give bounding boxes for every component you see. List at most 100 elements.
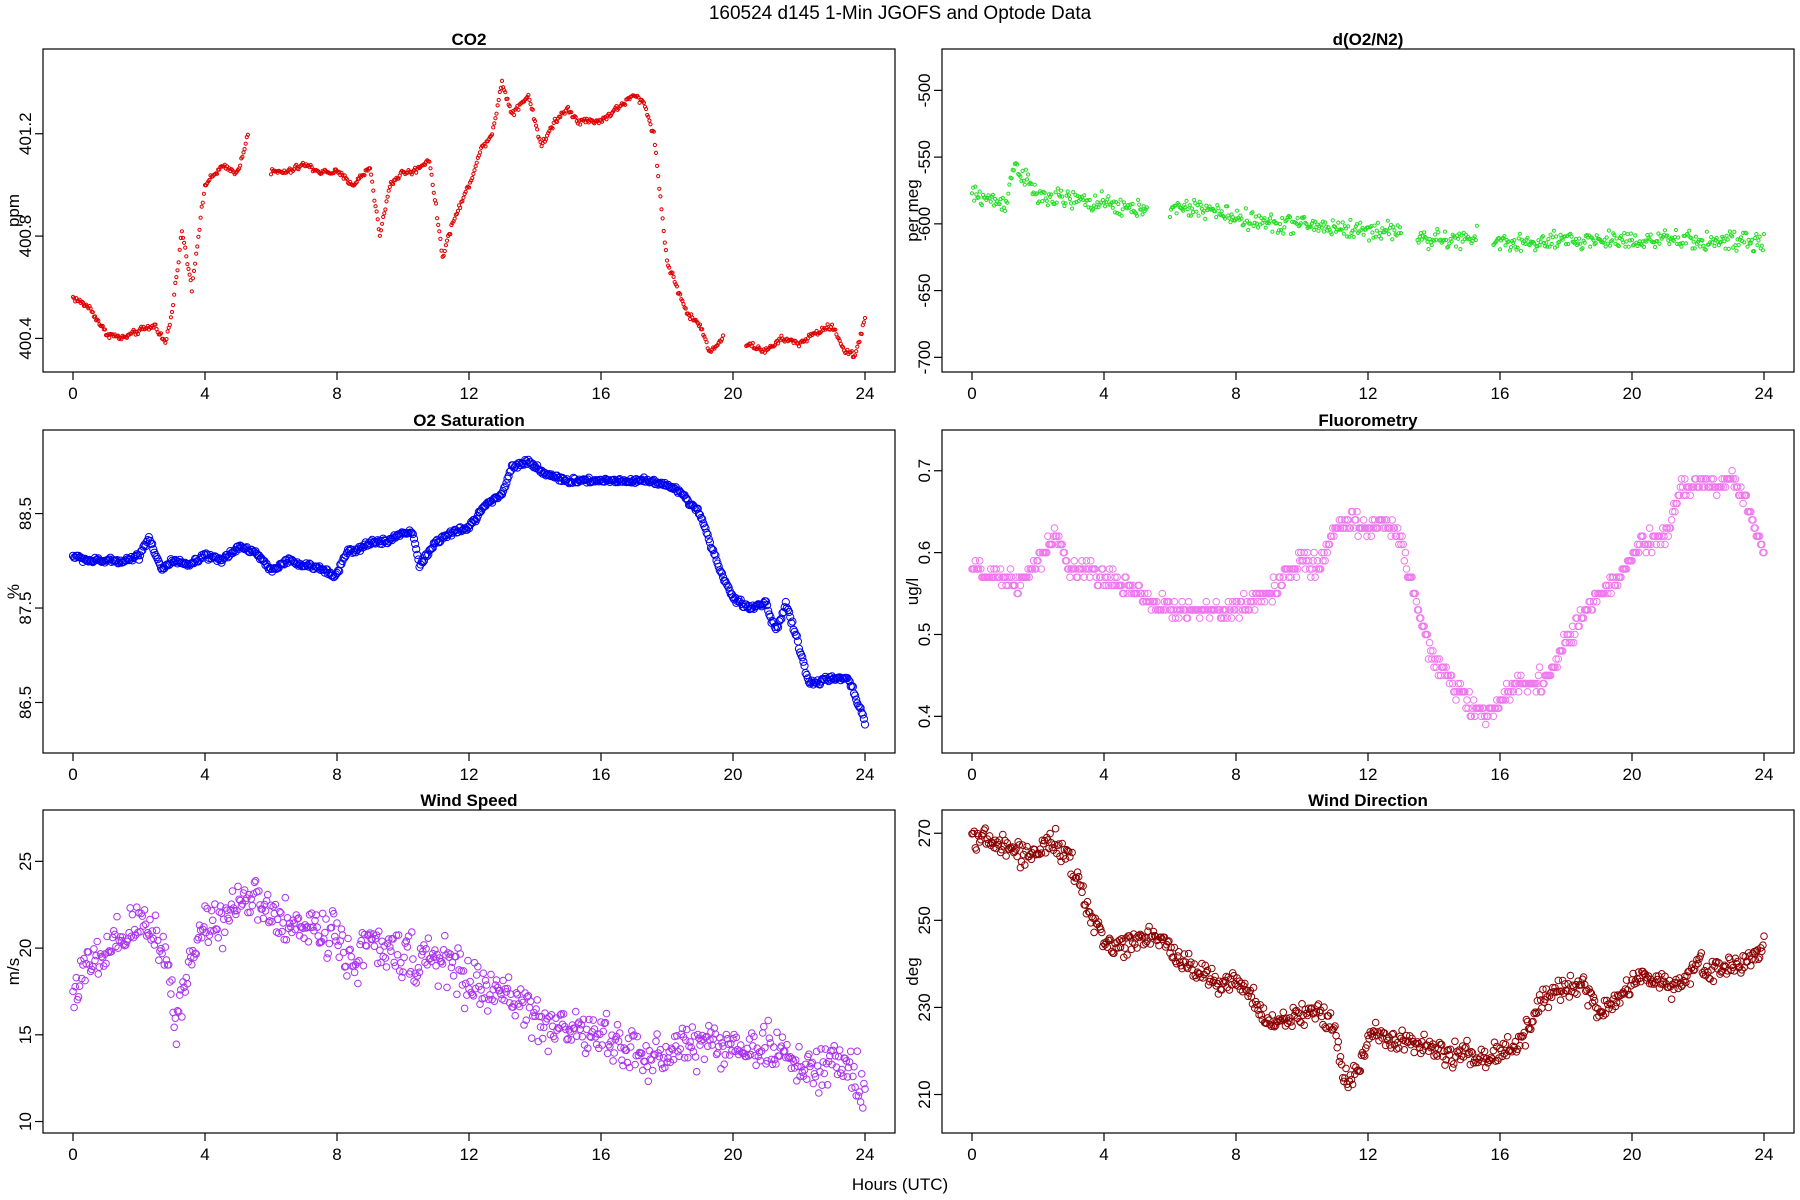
data-point bbox=[746, 1050, 755, 1059]
data-point bbox=[1627, 238, 1632, 243]
data-point bbox=[544, 1047, 553, 1056]
data-point bbox=[152, 926, 161, 935]
data-point bbox=[1259, 1004, 1268, 1012]
data-point bbox=[136, 551, 145, 560]
data-point bbox=[172, 292, 177, 297]
data-point bbox=[676, 1045, 685, 1053]
data-point bbox=[764, 606, 773, 615]
data-point bbox=[446, 527, 455, 536]
data-point bbox=[1751, 524, 1759, 532]
data-point bbox=[1591, 1003, 1600, 1012]
data-point bbox=[1527, 1025, 1535, 1034]
data-point bbox=[1467, 1048, 1476, 1056]
data-point bbox=[1523, 241, 1528, 246]
data-point bbox=[1323, 548, 1332, 557]
data-point bbox=[377, 233, 382, 238]
data-point bbox=[1728, 466, 1736, 475]
data-point bbox=[150, 941, 159, 949]
data-point bbox=[1398, 1026, 1406, 1035]
data-point bbox=[805, 336, 810, 341]
data-point bbox=[370, 179, 375, 184]
data-point bbox=[1566, 241, 1571, 247]
data-point bbox=[1237, 597, 1246, 606]
data-point bbox=[430, 182, 435, 187]
data-point bbox=[1594, 233, 1599, 238]
data-point bbox=[1456, 236, 1461, 241]
data-point bbox=[1622, 231, 1627, 236]
data-point bbox=[558, 114, 563, 120]
data-point bbox=[1111, 573, 1119, 582]
data-point bbox=[1322, 540, 1330, 549]
data-point bbox=[1742, 240, 1747, 245]
data-point bbox=[1348, 1080, 1357, 1089]
data-point bbox=[1196, 213, 1201, 218]
data-point bbox=[1122, 573, 1130, 582]
data-point bbox=[1320, 219, 1326, 224]
data-point bbox=[1690, 246, 1695, 251]
data-point bbox=[392, 931, 401, 940]
data-point bbox=[1665, 233, 1670, 238]
data-point bbox=[820, 1069, 829, 1078]
data-point bbox=[1081, 197, 1086, 202]
data-point bbox=[100, 962, 108, 970]
data-point bbox=[1646, 540, 1655, 549]
data-point bbox=[1208, 964, 1216, 973]
data-point bbox=[1692, 246, 1697, 251]
data-point bbox=[1007, 573, 1016, 582]
data-point bbox=[1053, 190, 1058, 195]
data-point bbox=[1125, 932, 1134, 940]
data-point bbox=[1687, 228, 1692, 233]
data-point bbox=[1502, 1051, 1511, 1060]
data-point bbox=[1612, 573, 1621, 582]
data-point bbox=[1428, 655, 1436, 663]
data-point bbox=[1520, 1028, 1528, 1037]
data-point bbox=[1513, 671, 1522, 680]
data-point bbox=[354, 979, 362, 988]
data-point bbox=[178, 1013, 186, 1021]
data-point bbox=[373, 204, 378, 209]
data-point bbox=[1042, 190, 1047, 195]
data-point bbox=[1440, 1047, 1448, 1056]
data-point bbox=[193, 261, 198, 266]
data-point bbox=[1497, 247, 1503, 252]
data-point bbox=[721, 333, 726, 338]
data-point bbox=[1312, 227, 1317, 232]
data-point bbox=[823, 1081, 832, 1089]
data-point bbox=[1074, 872, 1083, 881]
data-point bbox=[578, 1032, 587, 1041]
data-point bbox=[273, 915, 282, 924]
data-point bbox=[1286, 1014, 1294, 1022]
data-point bbox=[1388, 1030, 1396, 1039]
data-point bbox=[1556, 996, 1565, 1005]
data-point bbox=[533, 996, 542, 1004]
data-point bbox=[334, 941, 342, 950]
data-point bbox=[499, 78, 505, 84]
data-point bbox=[717, 569, 727, 578]
data-point bbox=[1566, 971, 1575, 980]
data-point bbox=[164, 337, 169, 342]
data-point bbox=[411, 539, 420, 548]
data-point bbox=[833, 1070, 842, 1079]
data-point bbox=[459, 967, 468, 975]
data-point bbox=[1634, 548, 1643, 557]
data-point bbox=[729, 1034, 737, 1043]
data-point bbox=[1287, 1018, 1295, 1026]
data-point bbox=[1453, 244, 1459, 249]
data-point bbox=[148, 927, 156, 935]
data-point bbox=[1202, 208, 1207, 213]
data-point bbox=[1009, 176, 1014, 181]
data-point bbox=[727, 1039, 735, 1048]
data-point bbox=[603, 1049, 612, 1058]
data-point bbox=[501, 482, 510, 491]
data-point bbox=[1254, 221, 1260, 226]
data-point bbox=[215, 171, 220, 176]
data-point bbox=[1340, 220, 1345, 225]
data-point bbox=[256, 901, 264, 909]
data-point bbox=[1225, 204, 1230, 209]
y-tick-label: 0.4 bbox=[915, 705, 934, 729]
data-point bbox=[1351, 234, 1356, 239]
data-point bbox=[801, 669, 810, 678]
data-point bbox=[1380, 226, 1385, 231]
data-point bbox=[353, 958, 361, 967]
